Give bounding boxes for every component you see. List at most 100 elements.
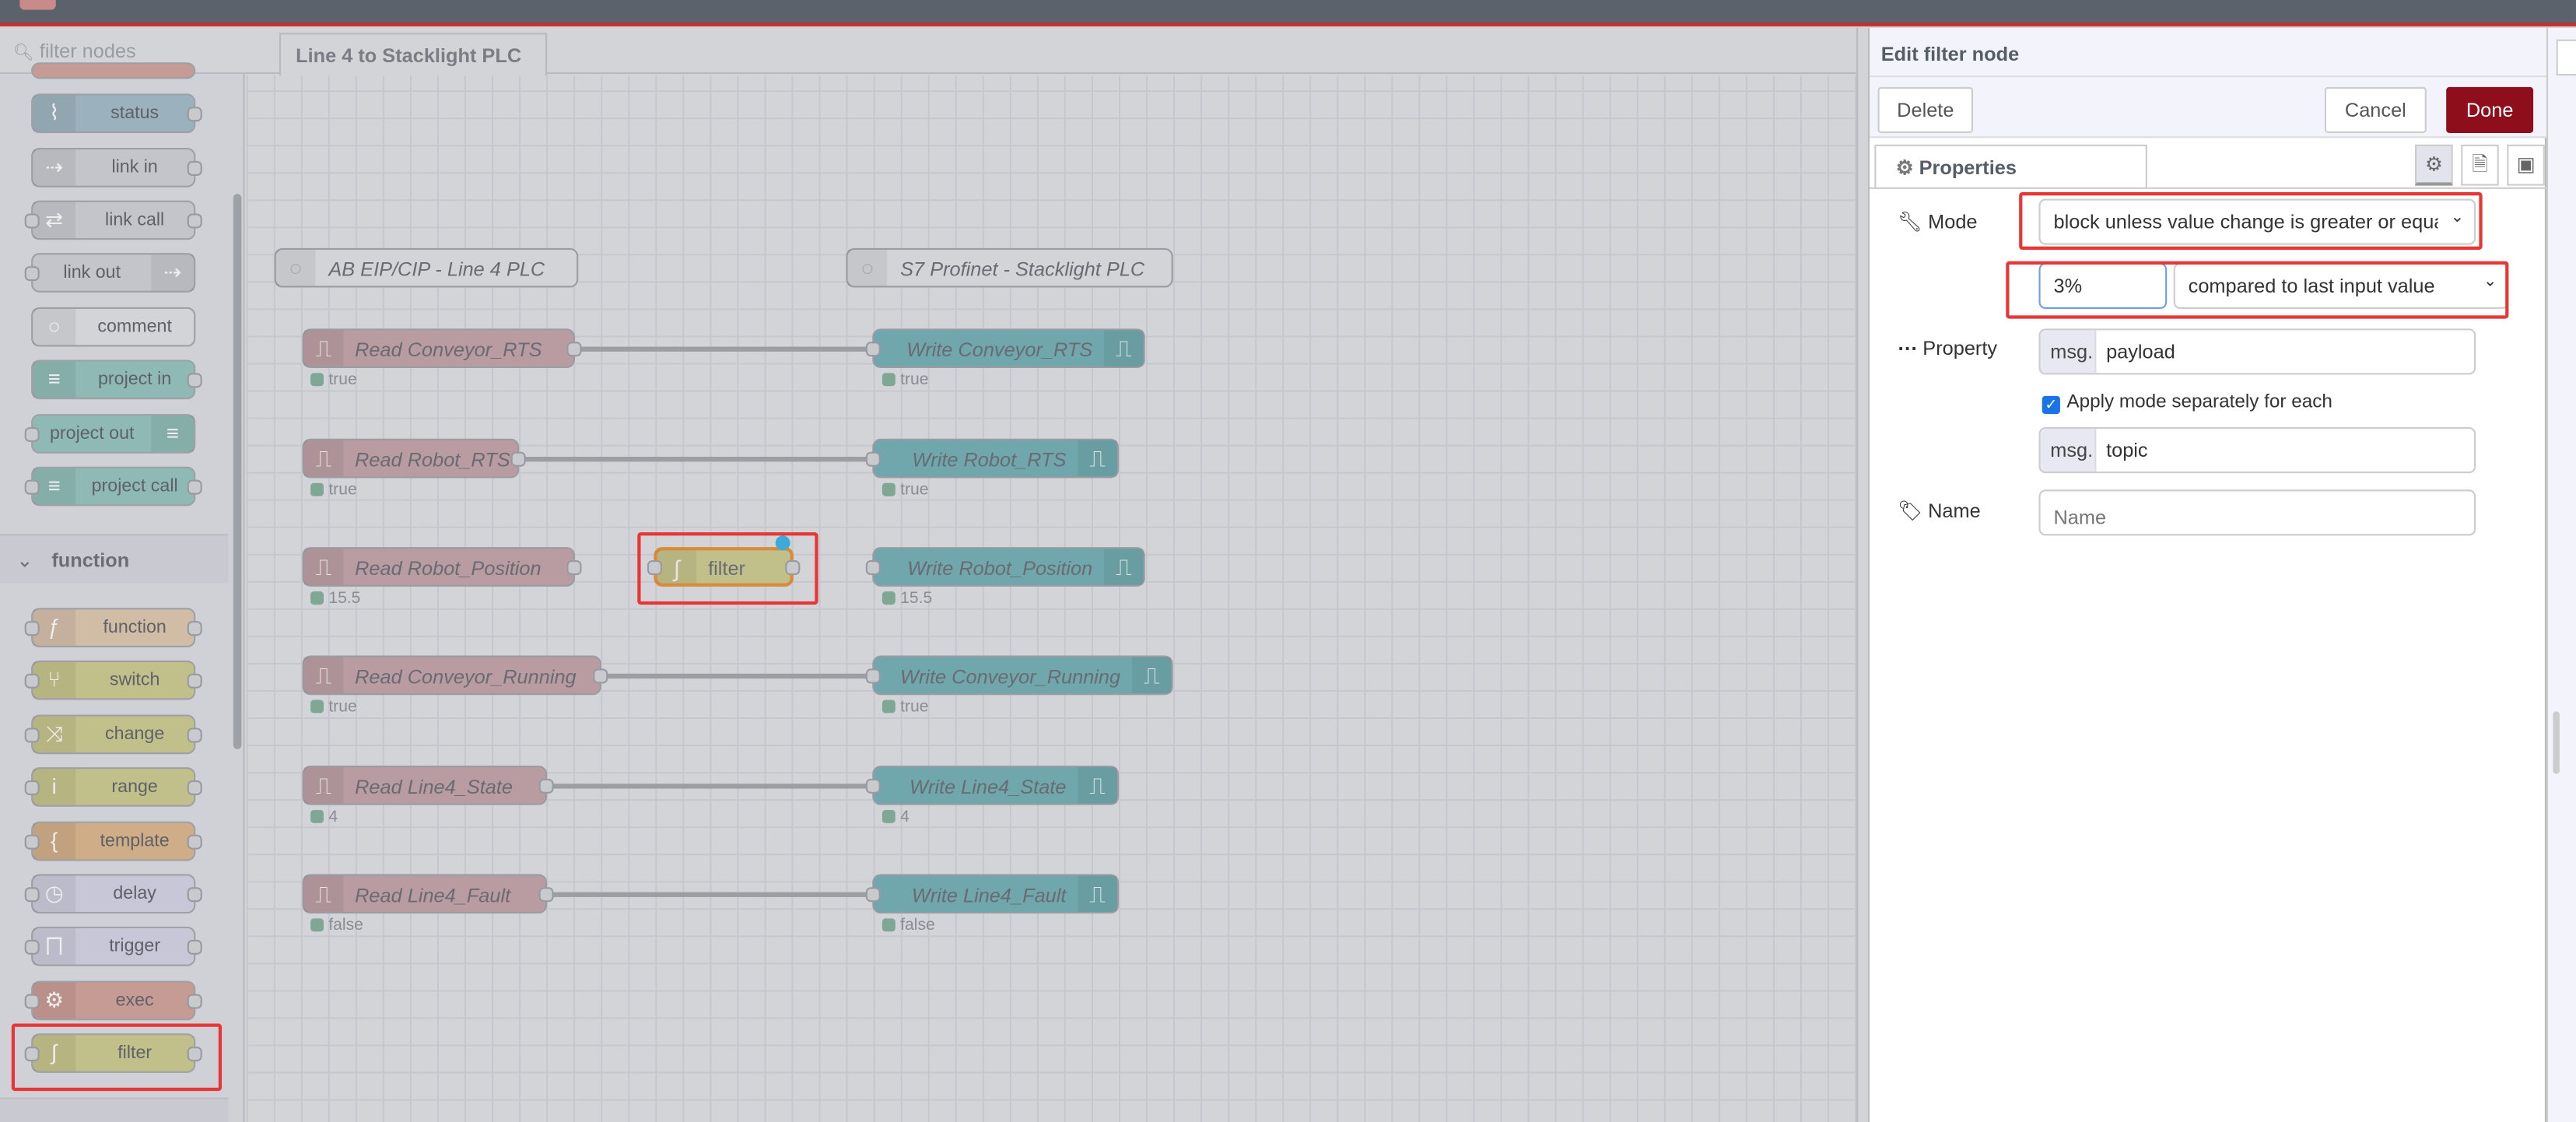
palette-node-link-in[interactable]: ⇢ link in xyxy=(31,148,202,188)
palette-node-project-in[interactable]: ≡ project in xyxy=(31,359,202,400)
output-port[interactable] xyxy=(593,668,608,684)
output-port[interactable] xyxy=(538,778,554,794)
cancel-button[interactable]: Cancel xyxy=(2324,86,2427,134)
palette-node-trigger[interactable]: ⨅ trigger xyxy=(24,927,202,967)
project-call-icon: ≡ xyxy=(33,468,76,505)
comment-node[interactable]: ○ AB EIP/CIP - Line 4 PLC xyxy=(274,247,579,288)
highlight-box xyxy=(2019,192,2483,250)
delete-button[interactable]: Delete xyxy=(1877,86,1974,134)
palette-node-partial[interactable] xyxy=(31,62,196,79)
output-port[interactable] xyxy=(566,342,582,357)
read-node[interactable]: ⎍ Read Conveyor_Running xyxy=(302,655,608,696)
read-node[interactable]: ⎍ Read Line4_Fault xyxy=(302,874,554,914)
wire[interactable] xyxy=(575,346,873,352)
palette-node-label: project in xyxy=(98,370,172,390)
read-node[interactable]: ⎍ Read Conveyor_RTS xyxy=(302,328,582,368)
write-node[interactable]: ⎍ Write Conveyor_Running xyxy=(865,655,1173,696)
node-status: true xyxy=(310,371,357,389)
palette-node-project-call[interactable]: ≡ project call xyxy=(24,466,202,507)
node-status: false xyxy=(310,917,363,935)
done-button[interactable]: Done xyxy=(2446,86,2534,134)
output-port xyxy=(187,994,202,1009)
chevron-down-icon: ⌄ xyxy=(2450,209,2465,227)
description-icon[interactable]: 🗎︎ xyxy=(2461,144,2499,186)
chevron-down-icon: ⌄ xyxy=(16,549,33,572)
ellipsis-icon: ⋯ xyxy=(1897,336,1918,360)
input-port[interactable] xyxy=(865,560,881,576)
msg-prefix[interactable]: msg. xyxy=(2040,429,2097,472)
palette-node-link-out[interactable]: ⇢ link out xyxy=(24,253,196,293)
tray-toolbar: Delete Cancel Done xyxy=(1870,77,2546,138)
output-port xyxy=(187,1047,202,1062)
palette-section-function[interactable]: ⌄ function xyxy=(0,534,229,584)
pulse-icon: ⎍ xyxy=(303,549,344,585)
palette-node-filter[interactable]: ∫ filter xyxy=(24,1033,202,1074)
palette-node-status[interactable]: ⌇ status xyxy=(31,93,202,134)
write-node[interactable]: ⎍ Write Line4_Fault xyxy=(865,874,1119,914)
appearance-icon[interactable]: ▣ xyxy=(2507,144,2545,186)
palette-node-range[interactable]: i range xyxy=(24,767,202,808)
write-node[interactable]: ⎍ Write Line4_State xyxy=(865,766,1119,805)
tab-properties[interactable]: ⚙ Properties xyxy=(1874,144,2147,189)
input-port[interactable] xyxy=(865,668,881,684)
tag-icon: 🏷︎ xyxy=(1897,499,1923,523)
settings-gear-icon[interactable]: ⚙ xyxy=(2415,144,2453,186)
wire[interactable] xyxy=(519,457,873,462)
comment-node[interactable]: ○ S7 Profinet - Stacklight PLC xyxy=(846,247,1173,288)
write-node[interactable]: ⎍ Write Conveyor_RTS xyxy=(865,328,1145,368)
search-input[interactable]: filter nodes xyxy=(39,39,136,63)
sidebar-tab[interactable] xyxy=(2556,39,2576,76)
threshold-input[interactable]: 3% xyxy=(2038,262,2168,309)
comment-icon: ○ xyxy=(847,249,888,286)
palette-node-change[interactable]: ⤨ change xyxy=(24,714,202,754)
palette-node-project-out[interactable]: ≡ project out xyxy=(24,414,196,454)
palette-node-switch[interactable]: ⑂ switch xyxy=(24,661,202,701)
mode-select[interactable]: block unless value change is greater or … xyxy=(2038,198,2476,245)
wire[interactable] xyxy=(601,673,873,679)
output-port[interactable] xyxy=(566,560,582,576)
search-icon: 🔍︎ xyxy=(12,44,34,63)
tab-flow[interactable]: Line 4 to Stacklight PLC xyxy=(279,33,548,76)
compare-select[interactable]: compared to last input value ⌄ xyxy=(2173,262,2509,309)
name-input[interactable] xyxy=(2038,489,2476,536)
output-port xyxy=(187,728,202,743)
input-port[interactable] xyxy=(865,887,881,903)
edit-tray: Edit filter node Delete Cancel Done ⚙ Pr… xyxy=(1867,27,2546,1122)
read-node[interactable]: ⎍ Read Robot_Position xyxy=(302,547,582,587)
sidebar-splitter[interactable] xyxy=(1856,27,1868,1122)
palette-node-delay[interactable]: ◷ delay xyxy=(24,874,202,914)
wire[interactable] xyxy=(547,784,873,789)
output-port[interactable] xyxy=(785,560,801,576)
input-port xyxy=(24,674,40,689)
apply-separately-checkbox[interactable]: ✓ Apply mode separately for each xyxy=(2042,393,2332,415)
section-label: function xyxy=(51,549,130,572)
checkbox-checked-icon[interactable]: ✓ xyxy=(2042,395,2060,415)
palette-node-function[interactable]: ƒ function xyxy=(24,608,202,647)
workspace-canvas[interactable] xyxy=(246,75,1857,1122)
input-port[interactable] xyxy=(865,451,881,467)
palette-node-exec[interactable]: ⚙ exec xyxy=(24,980,202,1020)
read-node[interactable]: ⎍ Read Robot_RTS xyxy=(302,438,526,479)
read-node[interactable]: ⎍ Read Line4_State xyxy=(302,766,554,805)
palette-node-comment[interactable]: ○ comment xyxy=(31,307,196,347)
palette-node-template[interactable]: {template xyxy=(24,820,202,861)
output-port[interactable] xyxy=(510,451,526,467)
palette-node-link-call[interactable]: ⇄ link call xyxy=(24,200,202,240)
filter-node[interactable]: ∫ filter xyxy=(647,535,801,587)
write-node[interactable]: ⎍ Write Robot_RTS xyxy=(865,438,1119,479)
palette-section-next[interactable] xyxy=(0,1097,229,1122)
status-text: 4 xyxy=(328,808,338,827)
output-port[interactable] xyxy=(538,887,554,903)
status-text: true xyxy=(328,698,357,717)
write-node[interactable]: ⎍ Write Robot_Position xyxy=(865,547,1145,587)
topic-input[interactable]: msg. topic xyxy=(2038,427,2476,474)
wire[interactable] xyxy=(547,892,873,897)
input-port[interactable] xyxy=(647,560,662,576)
property-input[interactable]: msg. payload xyxy=(2038,328,2476,375)
msg-prefix[interactable]: msg. xyxy=(2040,330,2097,373)
palette-scrollbar[interactable] xyxy=(233,194,242,749)
sidebar-scrollbar[interactable] xyxy=(2553,711,2560,774)
input-port[interactable] xyxy=(865,342,881,357)
input-port[interactable] xyxy=(865,778,881,794)
